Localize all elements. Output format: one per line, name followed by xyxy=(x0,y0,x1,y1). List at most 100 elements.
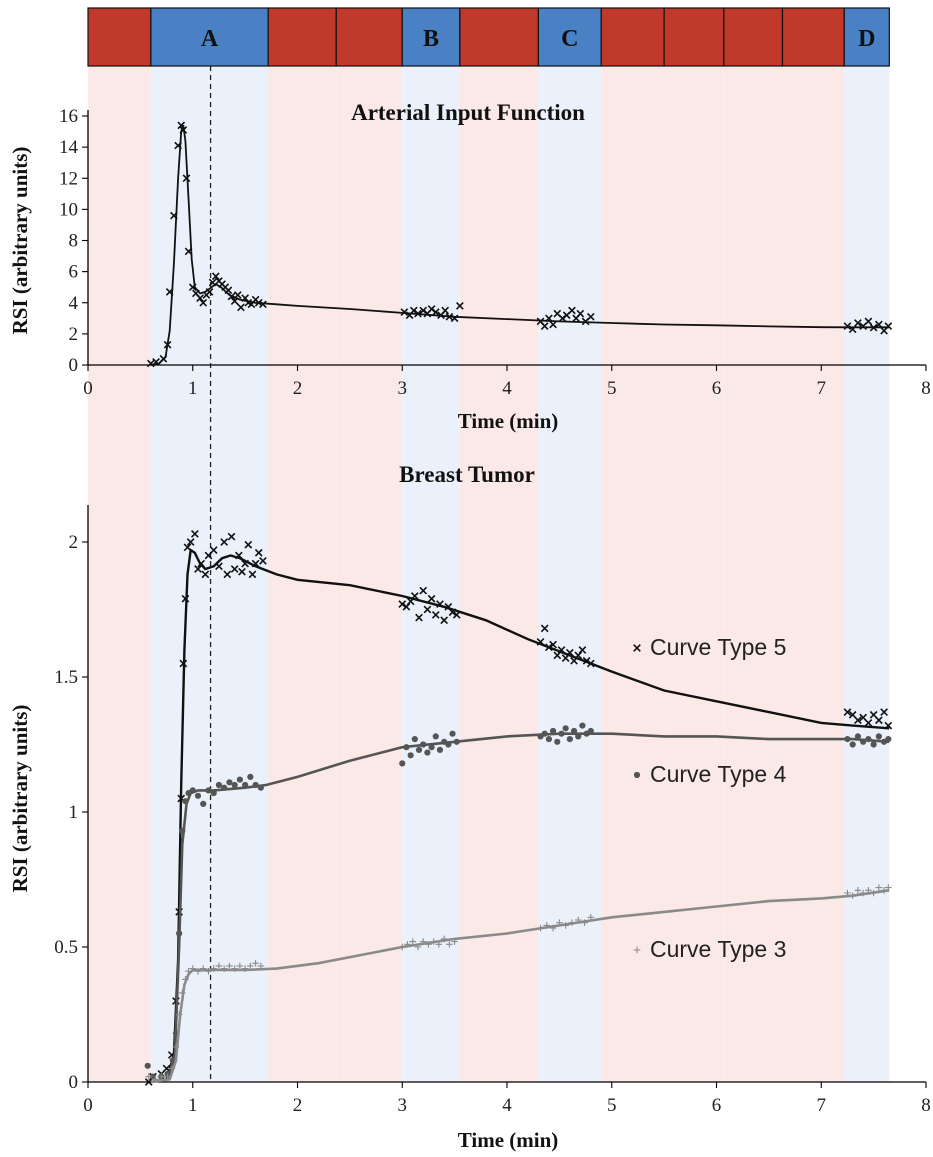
curve-type-4-data-point xyxy=(226,779,233,786)
curve-type-4-data-point xyxy=(445,741,452,748)
curve-type-5-data-point xyxy=(406,597,415,606)
aif-data-point xyxy=(854,319,862,327)
phase-band-red xyxy=(782,66,845,1082)
curve-type-5-data-point xyxy=(402,602,411,611)
aif-data-point xyxy=(540,322,549,330)
phase-block-red xyxy=(459,7,540,67)
x-tick-label: 2 xyxy=(293,1095,303,1116)
curve-type-3-data-point xyxy=(446,941,453,948)
curve-type-3-data-point xyxy=(194,968,202,975)
curve-type-4-data-point xyxy=(194,792,202,799)
curve-type-5-data-point xyxy=(179,659,188,668)
curve-type-5-data-point xyxy=(431,611,440,619)
curve-type-5-data-point xyxy=(241,559,249,568)
y-tick-label: 6 xyxy=(69,262,79,283)
curve-type-3-data-point xyxy=(215,962,223,970)
curve-type-3-data-point xyxy=(537,924,544,932)
x-tick-label: 8 xyxy=(921,1095,931,1116)
curve-type-5-data-point xyxy=(186,538,195,546)
curve-type-4-data-point xyxy=(411,736,418,743)
curve-type-4-data-point xyxy=(182,798,189,805)
curve-type-3-data-point xyxy=(220,965,228,972)
phase-block-blue xyxy=(150,7,269,67)
curve-type-3-data-point xyxy=(870,889,877,897)
aif-data-point xyxy=(414,309,422,318)
curve-type-4-data-point xyxy=(541,730,548,737)
curve-type-4-data-point xyxy=(549,727,557,735)
curve-type-4-data-point xyxy=(420,741,427,748)
curve-type-4-data-point xyxy=(179,827,186,835)
curve-type-3-data-point xyxy=(884,884,892,891)
aif-data-point xyxy=(431,308,440,316)
aif-data-point xyxy=(848,325,857,334)
curve-type-5-data-point xyxy=(884,721,893,730)
curve-type-4-data-point xyxy=(403,744,410,751)
aif-data-point xyxy=(163,340,172,349)
aif-data-point xyxy=(208,278,217,287)
aif-data-point xyxy=(586,312,595,321)
aif-data-point xyxy=(170,211,178,220)
curve-type-5-data-point xyxy=(194,565,202,573)
curve-type-4-data-point xyxy=(870,741,877,748)
curve-type-3-data-point xyxy=(398,943,406,951)
curve-type-3-data-point xyxy=(175,1011,183,1018)
curve-type-4-data-point xyxy=(570,727,578,735)
curve-type-4-data-point xyxy=(247,773,254,781)
curve-type-3-data-point xyxy=(451,938,458,945)
aif-data-point xyxy=(254,298,263,307)
curve-type-5-data-point xyxy=(227,532,236,541)
legend-marker xyxy=(633,644,641,652)
curve-type-4-data-point xyxy=(176,930,183,937)
curve-type-4-data-point xyxy=(587,727,594,735)
x-tick-label: 8 xyxy=(921,378,931,399)
curve-type-3-data-point xyxy=(168,1065,176,1072)
x-tick-label: 1 xyxy=(188,1095,198,1116)
phase-band-blue xyxy=(538,66,602,1082)
aif-data-point xyxy=(211,272,220,281)
aif-data-point xyxy=(199,298,208,307)
curve-type-4-data-point xyxy=(875,733,882,740)
x-tick-label: 5 xyxy=(607,378,617,399)
x-tick-label: 3 xyxy=(398,378,408,399)
curve-type-3-data-point xyxy=(581,919,588,926)
curve-type-4-data-point xyxy=(865,736,872,743)
aif-data-point xyxy=(227,292,236,301)
curve-type-4-data-point xyxy=(844,736,851,743)
aif-fit-line xyxy=(150,125,890,366)
aif-data-point xyxy=(177,121,186,130)
phase-band-blue xyxy=(402,66,460,1082)
x-tick-label: 0 xyxy=(83,378,93,399)
curve-type-5-data-point xyxy=(220,538,229,546)
aif-data-point xyxy=(445,312,454,321)
aif-data-point xyxy=(152,358,160,366)
aif-data-point xyxy=(205,287,214,296)
curve-type-3-data-point xyxy=(568,919,576,926)
phase-block-blue xyxy=(843,7,890,67)
y-tick-label: 2 xyxy=(69,324,79,345)
y-tick-label: 8 xyxy=(69,231,79,252)
aif-data-point xyxy=(455,301,464,310)
curve-type-5-data-point xyxy=(254,548,263,557)
curve-type-3-data-point xyxy=(185,968,192,975)
phase-bar: A B C D xyxy=(87,7,890,67)
curve-type-5-data-point xyxy=(586,659,595,668)
aif-data-point xyxy=(400,308,409,316)
phase-block-red xyxy=(781,7,845,67)
aif-data-point xyxy=(884,322,893,330)
x-tick-label: 3 xyxy=(398,1095,408,1116)
aif-data-point xyxy=(233,291,242,299)
y-tick-label: 14 xyxy=(59,137,79,158)
curve-type-5-data-point xyxy=(144,1078,153,1086)
curve-type-5-data-point xyxy=(874,716,883,725)
y-tick-label: 2 xyxy=(69,532,79,553)
curve-type-5-data-point xyxy=(536,638,545,646)
phase-block-red xyxy=(663,7,725,67)
curve-type-4-data-point xyxy=(231,781,238,789)
aif-data-point xyxy=(184,247,193,256)
curve-type-5-data-point xyxy=(864,719,873,727)
aif-data-point xyxy=(441,306,450,315)
curve-type-4-data-point xyxy=(579,722,586,729)
curve-type-5-data-point xyxy=(244,540,253,549)
aif-data-point xyxy=(196,294,204,302)
curve-type-4-data-point xyxy=(432,733,439,740)
